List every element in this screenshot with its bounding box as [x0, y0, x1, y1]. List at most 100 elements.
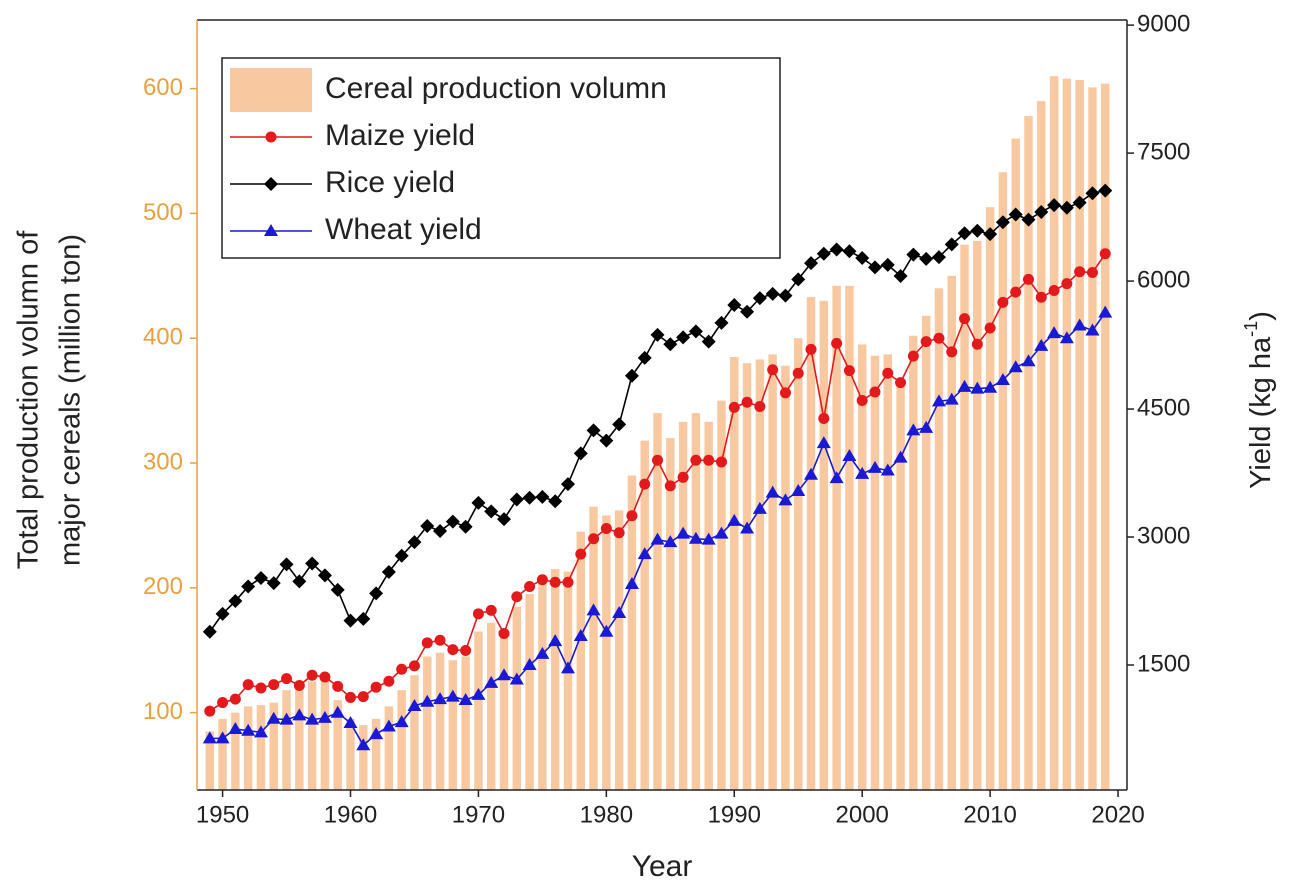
marker: [920, 336, 932, 348]
marker: [714, 526, 729, 539]
marker: [1008, 360, 1023, 373]
marker: [1021, 212, 1036, 227]
marker: [1098, 183, 1113, 198]
marker: [882, 367, 894, 379]
bar: [998, 172, 1008, 791]
marker: [343, 613, 358, 628]
marker: [984, 322, 996, 334]
marker: [1022, 273, 1034, 285]
marker: [253, 570, 268, 585]
marker: [1099, 248, 1111, 260]
bar: [1062, 78, 1072, 790]
marker: [228, 594, 243, 609]
marker: [548, 634, 563, 647]
marker: [433, 524, 448, 539]
marker: [279, 712, 294, 725]
marker: [906, 247, 921, 262]
bar: [768, 354, 777, 790]
bar: [243, 706, 253, 790]
marker: [420, 694, 435, 707]
marker: [330, 705, 345, 718]
marker: [1010, 286, 1022, 298]
marker: [420, 518, 435, 533]
marker: [381, 565, 396, 580]
marker: [804, 467, 819, 480]
bar: [205, 731, 215, 790]
marker: [778, 288, 793, 303]
y2-label-part: ): [1245, 311, 1277, 321]
marker: [855, 466, 870, 479]
marker: [637, 350, 652, 365]
bar: [909, 335, 918, 790]
marker: [573, 446, 588, 461]
marker: [305, 556, 320, 571]
x-tick-label: 1960: [324, 801, 377, 828]
marker: [509, 672, 524, 685]
marker: [778, 493, 793, 506]
marker: [612, 605, 627, 618]
marker: [293, 679, 305, 691]
bar: [423, 656, 432, 790]
bar: [742, 363, 752, 790]
bar: [960, 244, 969, 791]
marker: [433, 692, 448, 705]
bar: [218, 718, 227, 790]
marker: [754, 400, 766, 412]
y2-tick-label: 7500: [1137, 138, 1190, 165]
legend-box: [221, 57, 781, 259]
marker: [458, 519, 473, 534]
bar: [704, 421, 713, 790]
marker: [330, 582, 345, 597]
marker: [867, 460, 882, 473]
bar: [371, 718, 381, 790]
marker: [370, 681, 382, 693]
marker: [394, 715, 409, 728]
marker: [626, 510, 638, 522]
marker: [1047, 326, 1062, 339]
bar: [435, 652, 445, 790]
x-tick-label: 1990: [708, 801, 761, 828]
marker: [1059, 200, 1074, 215]
y-tick-label: 400: [143, 324, 183, 351]
marker: [319, 671, 331, 683]
marker: [805, 343, 817, 355]
marker: [1034, 204, 1049, 219]
marker: [396, 663, 408, 675]
marker: [767, 364, 779, 376]
marker: [624, 368, 639, 383]
marker: [816, 246, 831, 261]
bar: [410, 675, 419, 790]
marker: [356, 611, 371, 626]
marker: [407, 698, 422, 711]
marker: [843, 365, 855, 377]
bar: [538, 575, 547, 790]
marker: [804, 256, 819, 271]
bar: [794, 338, 803, 790]
marker: [535, 489, 550, 504]
marker: [690, 454, 702, 466]
marker: [983, 227, 998, 242]
marker: [447, 644, 459, 656]
marker: [560, 661, 575, 674]
y2-tick-label: 9000: [1137, 10, 1190, 37]
marker: [1034, 338, 1049, 351]
marker: [255, 682, 267, 694]
marker: [241, 579, 256, 594]
bar: [921, 315, 931, 790]
bar: [563, 571, 573, 790]
marker: [332, 680, 344, 692]
bar: [307, 681, 317, 790]
marker: [264, 224, 278, 236]
marker: [676, 526, 691, 539]
marker: [549, 576, 561, 588]
marker: [253, 725, 268, 738]
marker: [560, 477, 575, 492]
marker: [536, 574, 548, 586]
marker: [957, 226, 972, 241]
x-tick-label: 1980: [580, 801, 633, 828]
marker: [727, 297, 742, 312]
marker: [946, 346, 958, 358]
marker: [1035, 291, 1047, 303]
marker: [281, 673, 293, 685]
bar: [602, 515, 611, 790]
